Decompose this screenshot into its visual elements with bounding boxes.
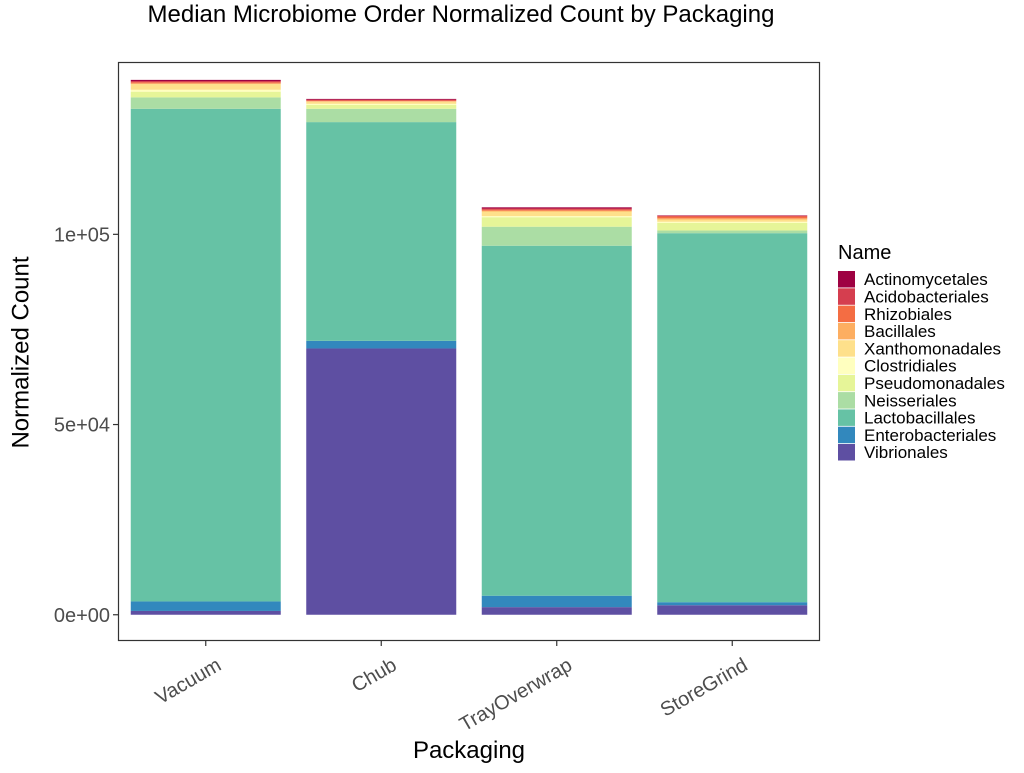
- bar-segment-trayoverwrap-acidobacteriales: [482, 208, 632, 209]
- x-tick-label-vacuum: Vacuum: [152, 654, 225, 709]
- bar-segment-chub-clostridiales: [306, 104, 456, 105]
- bar-segment-chub-vibrionales: [306, 348, 456, 614]
- legend-key-pseudomonadales: [838, 375, 855, 392]
- bar-segment-storegrind-vibrionales: [657, 605, 807, 615]
- x-tick-label-trayoverwrap: TrayOverwrap: [456, 654, 576, 736]
- bar-segment-trayoverwrap-rhizobiales: [482, 210, 632, 211]
- bar-segment-storegrind-clostridiales: [657, 222, 807, 223]
- bar-segment-chub-pseudomonadales: [306, 105, 456, 109]
- legend-key-neisseriales: [838, 392, 855, 409]
- bar-segment-trayoverwrap-vibrionales: [482, 607, 632, 615]
- legend-label-acidobacteriales: Acidobacteriales: [864, 287, 989, 306]
- legend-label-bacillales: Bacillales: [864, 322, 936, 341]
- bar-segment-trayoverwrap-clostridiales: [482, 216, 632, 217]
- bar-segment-storegrind-xanthomonadales: [657, 219, 807, 221]
- bar-segment-trayoverwrap-pseudomonadales: [482, 217, 632, 227]
- bar-segment-chub-lactobacillales: [306, 122, 456, 341]
- x-axis-title: Packaging: [413, 737, 525, 764]
- bar-segment-storegrind-acidobacteriales: [657, 216, 807, 217]
- legend-key-lactobacillales: [838, 409, 855, 426]
- bar-segment-vacuum-neisseriales: [131, 97, 281, 108]
- y-tick-label: 5e+04: [54, 415, 110, 437]
- bars-layer: [118, 62, 820, 641]
- bar-segment-trayoverwrap-actinomycetales: [482, 207, 632, 208]
- bar-segment-vacuum-bacillales: [131, 83, 281, 84]
- bar-segment-vacuum-actinomycetales: [131, 80, 281, 81]
- bar-segment-trayoverwrap-xanthomonadales: [482, 212, 632, 217]
- bar-segment-chub-acidobacteriales: [306, 100, 456, 101]
- legend-label-xanthomonadales: Xanthomonadales: [864, 339, 1001, 358]
- chart-title: Median Microbiome Order Normalized Count…: [148, 1, 775, 28]
- x-tick-label-storegrind: StoreGrind: [657, 654, 752, 721]
- legend-label-neisseriales: Neisseriales: [864, 391, 957, 410]
- legend-label-actinomycetales: Actinomycetales: [864, 270, 988, 289]
- legend-label-vibrionales: Vibrionales: [864, 443, 948, 462]
- legend-key-actinomycetales: [838, 271, 855, 288]
- bar-segment-chub-xanthomonadales: [306, 102, 456, 104]
- legend-label-pseudomonadales: Pseudomonadales: [864, 374, 1005, 393]
- legend-title: Name: [838, 242, 891, 264]
- legend-label-clostridiales: Clostridiales: [864, 357, 957, 376]
- bar-segment-trayoverwrap-bacillales: [482, 211, 632, 212]
- legend-key-enterobacteriales: [838, 427, 855, 444]
- y-tick-label: 1e+05: [54, 224, 110, 246]
- bar-segment-storegrind-neisseriales: [657, 231, 807, 234]
- legend-key-xanthomonadales: [838, 340, 855, 357]
- legend-label-enterobacteriales: Enterobacteriales: [864, 426, 996, 445]
- bar-segment-vacuum-lactobacillales: [131, 109, 281, 602]
- bar-segment-storegrind-enterobacteriales: [657, 602, 807, 605]
- bar-segment-vacuum-enterobacteriales: [131, 601, 281, 611]
- bar-segment-trayoverwrap-enterobacteriales: [482, 596, 632, 607]
- legend-key-vibrionales: [838, 444, 855, 461]
- bar-segment-trayoverwrap-lactobacillales: [482, 246, 632, 596]
- bar-segment-chub-enterobacteriales: [306, 341, 456, 349]
- y-tick-label: 0e+00: [54, 605, 110, 627]
- bar-segment-trayoverwrap-neisseriales: [482, 227, 632, 246]
- bar-segment-vacuum-rhizobiales: [131, 82, 281, 83]
- bar-segment-storegrind-bacillales: [657, 218, 807, 219]
- bar-segment-vacuum-acidobacteriales: [131, 81, 281, 82]
- legend-key-bacillales: [838, 323, 855, 340]
- bar-segment-vacuum-vibrionales: [131, 611, 281, 615]
- bar-segment-chub-rhizobiales: [306, 100, 456, 101]
- bar-segment-storegrind-lactobacillales: [657, 233, 807, 602]
- legend-key-clostridiales: [838, 358, 855, 375]
- legend-label-rhizobiales: Rhizobiales: [864, 305, 952, 324]
- bar-segment-chub-actinomycetales: [306, 99, 456, 100]
- legend-key-rhizobiales: [838, 306, 855, 323]
- bar-segment-vacuum-pseudomonadales: [131, 92, 281, 98]
- legend-key-acidobacteriales: [838, 288, 855, 305]
- x-tick-label-chub: Chub: [348, 654, 400, 697]
- legend-label-lactobacillales: Lactobacillales: [864, 409, 976, 428]
- bar-segment-chub-neisseriales: [306, 109, 456, 122]
- bar-segment-vacuum-clostridiales: [131, 90, 281, 92]
- legend-layer: Name ActinomycetalesAcidobacterialesRhizo…: [838, 242, 1005, 462]
- bar-segment-storegrind-pseudomonadales: [657, 223, 807, 231]
- bar-segment-storegrind-rhizobiales: [657, 216, 807, 218]
- y-axis-title: Normalized Count: [8, 256, 35, 448]
- bar-segment-vacuum-xanthomonadales: [131, 84, 281, 90]
